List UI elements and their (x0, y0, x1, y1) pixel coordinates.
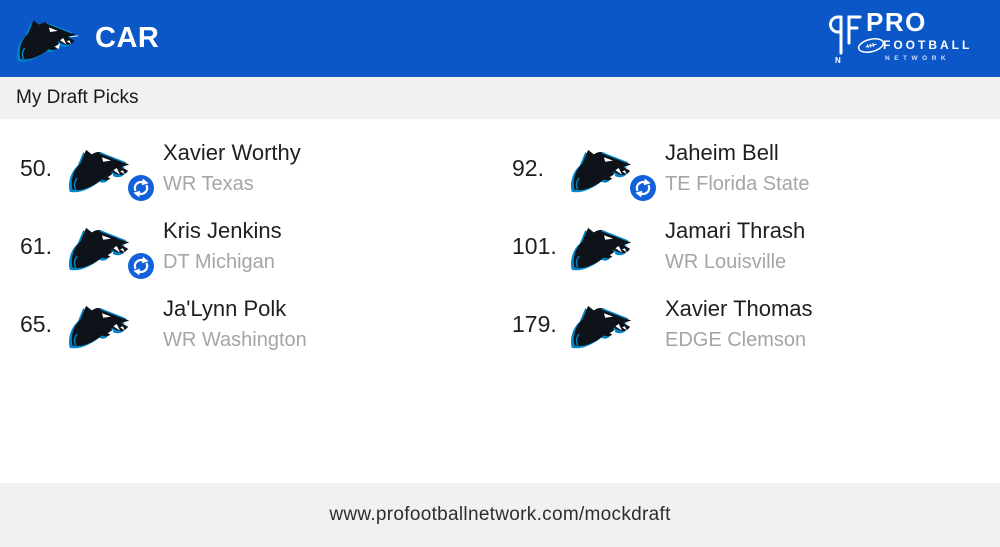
team-abbreviation: CAR (95, 22, 160, 54)
pfn-network-text: NETWORK (885, 55, 951, 62)
team-header: CAR N PRO FOOTBALL NETWORK (0, 0, 1000, 77)
player-name: Jaheim Bell (665, 139, 779, 165)
swap-pick-icon[interactable] (630, 175, 656, 201)
pick-team-logo (570, 295, 638, 353)
draft-pick-row: 61. Kris Jenkins DT Michigan (0, 207, 500, 285)
pick-text: Jamari Thrash WR Louisville (665, 217, 805, 276)
pfn-pro-text: PRO (866, 7, 927, 37)
pick-number: 92. (512, 154, 544, 181)
pick-text: Jaheim Bell TE Florida State (665, 139, 810, 198)
swap-pick-icon[interactable] (128, 175, 154, 201)
player-position-school: EDGE Clemson (665, 329, 807, 352)
draft-picks-list: 50. Xavier Worthy WR Texas 61. Kri (0, 119, 1000, 483)
player-position-school: WR Texas (163, 173, 254, 196)
player-name: Xavier Thomas (665, 295, 813, 321)
draft-pick-row: 65. Ja'Lynn Polk WR Washington (0, 285, 500, 363)
footer-bar: www.profootballnetwork.com/mockdraft (0, 483, 1000, 547)
panthers-logo-icon (570, 149, 635, 194)
player-name: Xavier Worthy (163, 139, 301, 165)
site-url: www.profootballnetwork.com/mockdraft (329, 504, 671, 525)
panthers-logo-icon (16, 19, 79, 63)
pick-team-logo (68, 217, 154, 279)
pick-team-logo (68, 295, 136, 353)
panthers-logo-icon (68, 305, 133, 350)
player-name: Jamari Thrash (665, 217, 806, 243)
player-name: Ja'Lynn Polk (163, 295, 287, 321)
pick-number: 61. (20, 232, 52, 259)
player-position-school: WR Washington (163, 329, 307, 352)
pick-number: 179. (512, 310, 557, 337)
draft-pick-row: 50. Xavier Worthy WR Texas (0, 129, 500, 207)
panthers-logo-icon (68, 149, 133, 194)
player-position-school: WR Louisville (665, 251, 787, 274)
player-position-school: TE Florida State (665, 173, 810, 196)
pick-team-logo (570, 139, 656, 201)
pfn-wordmark: PRO FOOTBALL NETWORK (866, 9, 972, 69)
pfn-logo: N PRO FOOTBALL NETWORK (826, 9, 984, 69)
swap-pick-icon[interactable] (128, 253, 154, 279)
player-name: Kris Jenkins (163, 217, 282, 243)
draft-pick-row: 101. Jamari Thrash WR Louisville (500, 207, 1000, 285)
section-header: My Draft Picks (0, 77, 1000, 119)
football-icon (857, 38, 885, 53)
player-position-school: DT Michigan (163, 251, 275, 274)
pick-team-logo (68, 139, 154, 201)
panthers-logo-icon (570, 227, 635, 272)
pick-number: 50. (20, 154, 52, 181)
pick-number: 65. (20, 310, 52, 337)
pick-text: Ja'Lynn Polk WR Washington (163, 295, 307, 354)
pick-team-logo (570, 217, 638, 275)
pfn-football-text: FOOTBALL (883, 38, 973, 52)
draft-pick-row: 92. Jaheim Bell TE Florida State (500, 129, 1000, 207)
pfn-monogram-icon: N (829, 15, 862, 65)
pick-text: Xavier Worthy WR Texas (163, 139, 301, 198)
pick-number: 101. (512, 232, 557, 259)
svg-text:N: N (835, 56, 841, 65)
draft-pick-row: 179. Xavier Thomas EDGE Clemson (500, 285, 1000, 363)
panthers-logo-icon (570, 305, 635, 350)
section-title: My Draft Picks (16, 87, 139, 108)
pick-text: Kris Jenkins DT Michigan (163, 217, 282, 276)
pick-text: Xavier Thomas EDGE Clemson (665, 295, 813, 354)
panthers-logo-icon (68, 227, 133, 272)
